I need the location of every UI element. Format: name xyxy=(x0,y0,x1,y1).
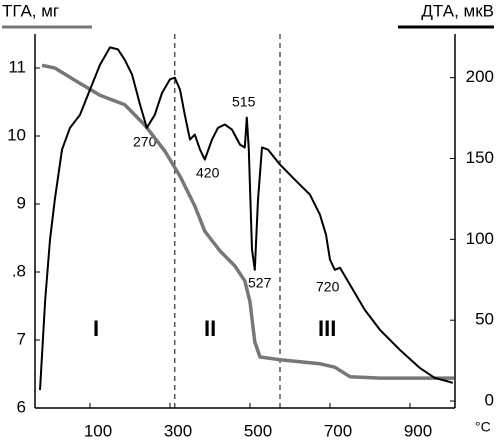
annotation: 515 xyxy=(232,94,256,110)
y-tick-label: 6 xyxy=(17,397,26,416)
annotation: 720 xyxy=(316,279,340,295)
y2-tick-label: 50 xyxy=(475,310,494,329)
x-tick-label: 300 xyxy=(164,421,192,440)
y-tick-label: 7 xyxy=(17,329,26,348)
x-tick-label: 900 xyxy=(404,421,432,440)
y2-axis-title: ДТА, мкВ xyxy=(421,1,494,20)
x-tick-label: 500 xyxy=(244,421,272,440)
y2-tick-label: 200 xyxy=(466,67,494,86)
y2-tick-label: 150 xyxy=(466,148,494,167)
annotation: 270 xyxy=(133,134,157,150)
series-line xyxy=(39,46,454,391)
y-axis-title: ТГА, мг xyxy=(2,1,59,20)
region-label: II xyxy=(204,316,216,341)
annotation: 420 xyxy=(196,165,220,181)
region-label: I xyxy=(93,316,99,341)
y-tick-label: 11 xyxy=(8,57,26,76)
y-tick-label: 10 xyxy=(7,125,26,144)
x-tick-label: 100 xyxy=(84,421,112,440)
x-tick-label: 700 xyxy=(324,421,352,440)
x-unit: °C xyxy=(475,419,491,435)
y2-tick-label: 100 xyxy=(466,229,494,248)
annotation: 527 xyxy=(248,275,272,291)
region-label: III xyxy=(318,316,336,341)
y-tick-label: 9 xyxy=(17,193,26,212)
y-tick-label: .8 xyxy=(12,261,26,280)
series-line xyxy=(41,63,454,380)
y2-tick-label: 0 xyxy=(485,391,494,410)
